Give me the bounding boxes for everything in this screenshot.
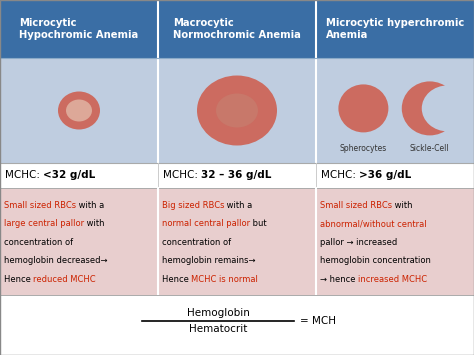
- Text: hemoglobin remains→: hemoglobin remains→: [162, 256, 255, 265]
- Text: with a: with a: [225, 201, 253, 210]
- Text: MCHC:: MCHC:: [5, 170, 43, 180]
- Ellipse shape: [58, 92, 100, 130]
- Text: with: with: [392, 201, 413, 210]
- Ellipse shape: [422, 86, 474, 131]
- Text: abnormal/without central: abnormal/without central: [320, 219, 427, 228]
- Bar: [158, 0, 316, 58]
- Bar: [158, 163, 316, 188]
- Bar: [0, 0, 158, 58]
- Text: large central pallor: large central pallor: [4, 219, 84, 228]
- Bar: [158, 58, 316, 163]
- Ellipse shape: [197, 76, 277, 146]
- Text: Small sized RBCs: Small sized RBCs: [4, 201, 76, 210]
- Text: Microcytic hyperchromic
Anemia: Microcytic hyperchromic Anemia: [326, 18, 464, 40]
- Text: Big sized RBCs: Big sized RBCs: [162, 201, 225, 210]
- Text: Sickle-Cell: Sickle-Cell: [410, 144, 449, 153]
- Text: concentration of: concentration of: [4, 238, 73, 247]
- Text: with a: with a: [76, 201, 104, 210]
- Bar: [316, 188, 474, 295]
- Text: Hemoglobin: Hemoglobin: [187, 308, 249, 318]
- Text: MCHC:: MCHC:: [163, 170, 201, 180]
- Text: 32 – 36 g/dL: 32 – 36 g/dL: [201, 170, 272, 180]
- Bar: [316, 163, 474, 188]
- Bar: [0, 58, 158, 163]
- Text: hemoglobin concentration: hemoglobin concentration: [320, 256, 431, 265]
- Text: hemoglobin decreased→: hemoglobin decreased→: [4, 256, 108, 265]
- Ellipse shape: [66, 99, 92, 121]
- Text: reduced MCHC: reduced MCHC: [34, 275, 96, 284]
- Text: normal central pallor: normal central pallor: [162, 219, 250, 228]
- Text: MCHC is normal: MCHC is normal: [191, 275, 258, 284]
- Text: Spherocytes: Spherocytes: [340, 144, 387, 153]
- Text: = MCH: = MCH: [300, 316, 336, 326]
- Text: pallor → increased: pallor → increased: [320, 238, 397, 247]
- Bar: [0, 163, 158, 188]
- Text: Hence: Hence: [162, 275, 191, 284]
- Text: Hematocrit: Hematocrit: [189, 324, 247, 334]
- Text: Macrocytic
Normochromic Anemia: Macrocytic Normochromic Anemia: [173, 18, 301, 40]
- Text: with: with: [84, 219, 105, 228]
- Text: Hence: Hence: [4, 275, 34, 284]
- Text: >36 g/dL: >36 g/dL: [359, 170, 411, 180]
- Bar: [316, 0, 474, 58]
- Bar: [0, 295, 474, 355]
- Ellipse shape: [216, 93, 258, 127]
- Bar: [0, 188, 158, 295]
- Bar: [316, 58, 474, 163]
- Text: <32 g/dL: <32 g/dL: [43, 170, 95, 180]
- Text: Microcytic
Hypochromic Anemia: Microcytic Hypochromic Anemia: [19, 18, 138, 40]
- Text: Small sized RBCs: Small sized RBCs: [320, 201, 392, 210]
- Text: but: but: [250, 219, 267, 228]
- Text: concentration of: concentration of: [162, 238, 231, 247]
- Bar: [158, 188, 316, 295]
- Text: increased MCHC: increased MCHC: [358, 275, 427, 284]
- Text: → hence: → hence: [320, 275, 358, 284]
- Ellipse shape: [338, 84, 388, 132]
- Text: MCHC:: MCHC:: [321, 170, 359, 180]
- Ellipse shape: [402, 81, 458, 135]
